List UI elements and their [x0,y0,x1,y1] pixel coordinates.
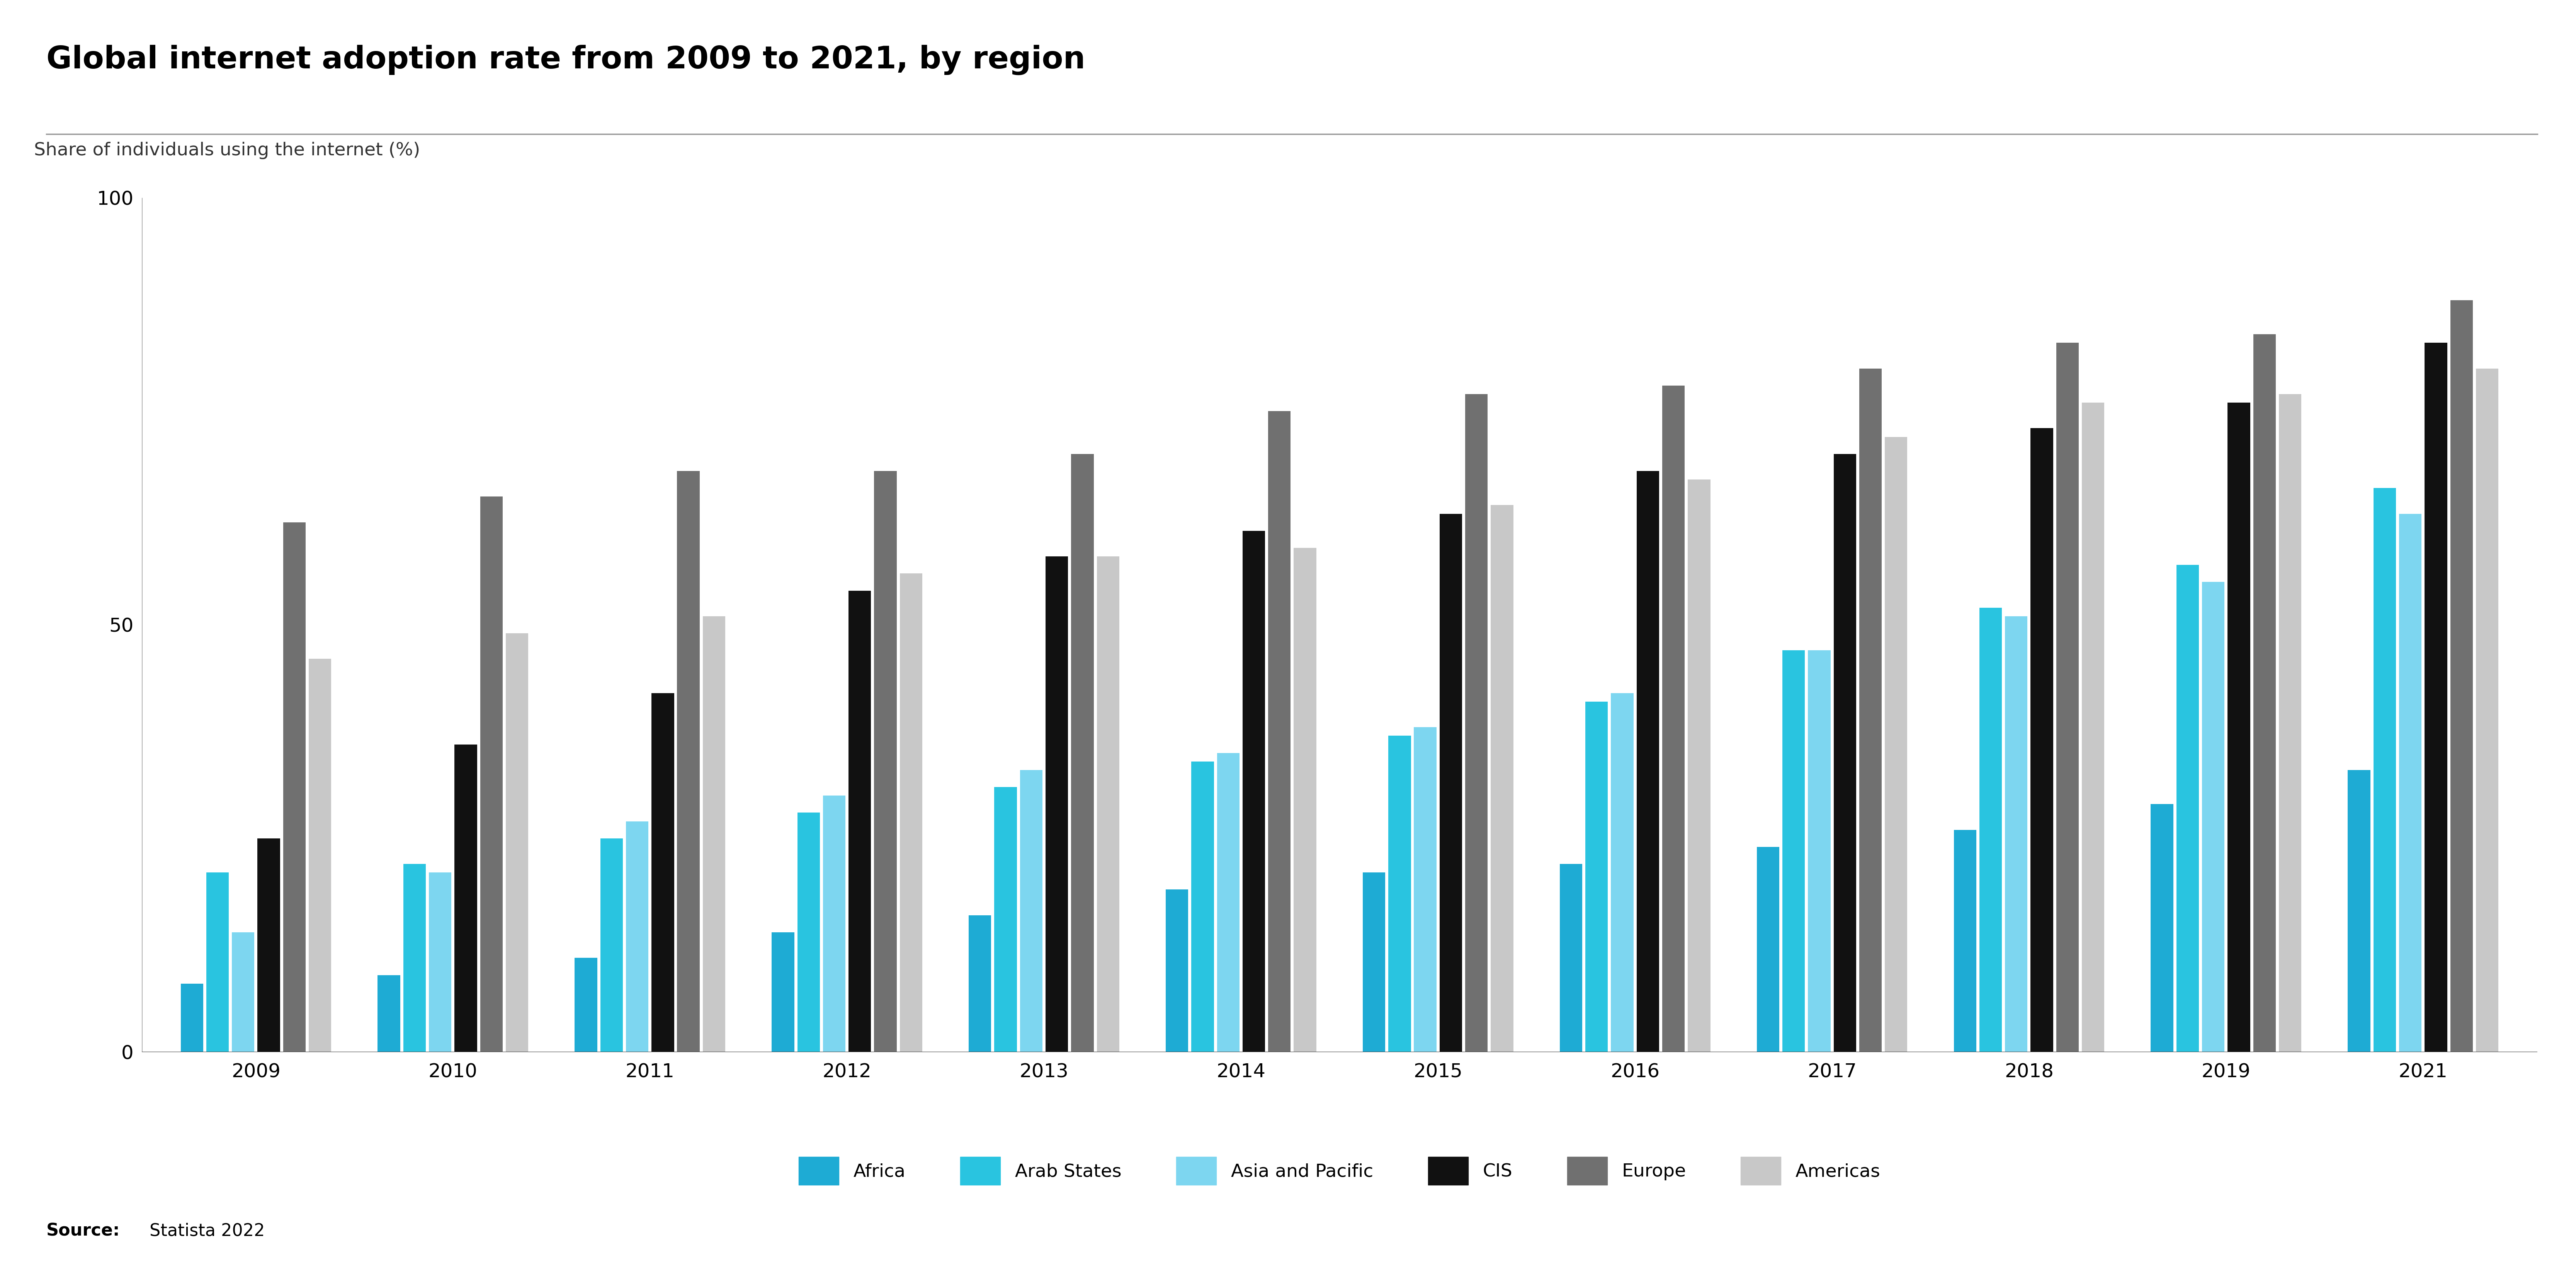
Bar [1242,530,1265,1052]
Bar [677,470,701,1052]
Bar [1834,454,1857,1052]
Legend: Africa, Arab States, Asia and Pacific, CIS, Europe, Americas: Africa, Arab States, Asia and Pacific, C… [791,1150,1888,1192]
Bar [2280,394,2300,1052]
Bar [379,975,399,1052]
Bar [2081,403,2105,1052]
Bar [1440,514,1463,1052]
Bar [1190,761,1213,1052]
Bar [1636,470,1659,1052]
Bar [1687,479,1710,1052]
Bar [404,864,425,1052]
Text: Source:: Source: [46,1223,121,1239]
Bar [1414,727,1437,1052]
Bar [2372,488,2396,1052]
Bar [822,796,845,1052]
Bar [600,839,623,1052]
Bar [2347,770,2370,1052]
Bar [2398,514,2421,1052]
Bar [1610,694,1633,1052]
Bar [283,523,307,1052]
Bar [1662,385,1685,1052]
Bar [1808,650,1832,1052]
Bar [2177,565,2200,1052]
Bar [1860,368,1880,1052]
Text: Share of individuals using the internet (%): Share of individuals using the internet … [33,142,420,159]
Bar [1046,556,1069,1052]
Bar [505,634,528,1052]
Bar [2476,368,2499,1052]
Bar [1216,752,1239,1052]
Text: Global internet adoption rate from 2009 to 2021, by region: Global internet adoption rate from 2009 … [46,45,1084,75]
Bar [574,958,598,1052]
Bar [1267,411,1291,1052]
Bar [479,496,502,1052]
Bar [180,983,204,1052]
Bar [1363,872,1386,1052]
Bar [1167,890,1188,1052]
Bar [969,915,992,1052]
Bar [2450,300,2473,1052]
Bar [626,821,649,1052]
Bar [453,745,477,1052]
Bar [1757,847,1780,1052]
Bar [1466,394,1489,1052]
Bar [1388,736,1412,1052]
Bar [1097,556,1121,1052]
Bar [309,659,332,1052]
Bar [2056,343,2079,1052]
Bar [2004,616,2027,1052]
Bar [994,787,1018,1052]
Bar [258,839,281,1052]
Bar [1886,437,1906,1052]
Bar [1558,864,1582,1052]
Bar [703,616,726,1052]
Bar [799,812,819,1052]
Bar [1783,650,1806,1052]
Bar [2254,334,2275,1052]
Bar [1072,454,1095,1052]
Bar [2202,581,2226,1052]
Bar [2228,403,2251,1052]
Bar [773,932,793,1052]
Bar [2151,805,2174,1052]
Bar [873,470,896,1052]
Bar [1584,701,1607,1052]
Bar [232,932,255,1052]
Text: Statista 2022: Statista 2022 [144,1223,265,1239]
Bar [652,694,675,1052]
Bar [899,574,922,1052]
Bar [1953,830,1976,1052]
Bar [848,590,871,1052]
Bar [1492,505,1512,1052]
Bar [2424,343,2447,1052]
Bar [2030,428,2053,1052]
Bar [1978,608,2002,1052]
Bar [428,872,451,1052]
Bar [1020,770,1043,1052]
Bar [206,872,229,1052]
Bar [1293,548,1316,1052]
